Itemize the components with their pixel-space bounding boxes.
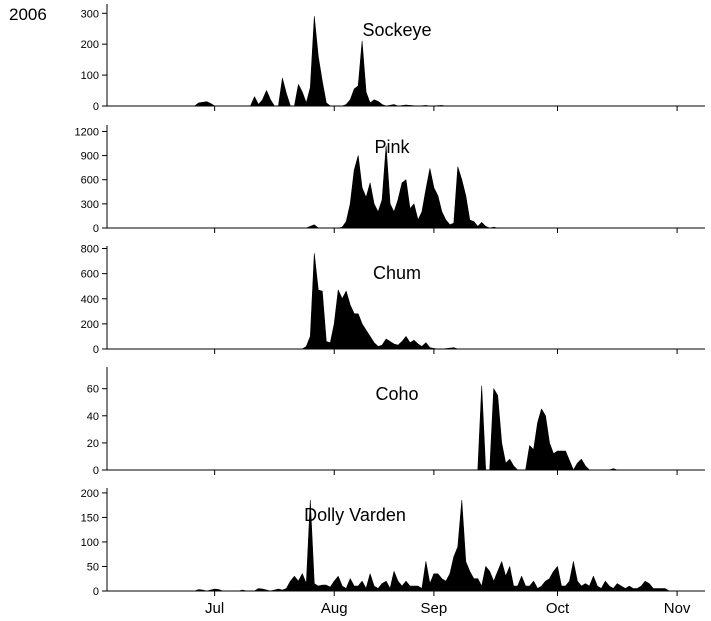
dolly-varden-panel-title: Dolly Varden	[304, 505, 406, 525]
dolly-varden-y-tick-label: 0	[93, 586, 99, 598]
dolly-varden-y-tick-label: 200	[81, 488, 99, 500]
year-label: 2006	[9, 5, 47, 24]
coho-area-series	[477, 385, 618, 471]
coho-y-tick-label: 0	[93, 465, 99, 477]
coho-y-tick-label: 40	[87, 411, 99, 423]
pink-y-tick-label: 1200	[75, 126, 99, 138]
pink-y-tick-label: 0	[93, 223, 99, 235]
month-label-jul: Jul	[205, 600, 224, 617]
chum-y-tick-label: 200	[81, 319, 99, 331]
sockeye-y-tick-label: 200	[81, 39, 99, 51]
sockeye-y-tick-label: 0	[93, 101, 99, 113]
month-label-sep: Sep	[421, 600, 448, 617]
month-label-oct: Oct	[546, 600, 570, 617]
pink-y-tick-label: 300	[81, 199, 99, 211]
chum-y-tick-label: 800	[81, 244, 99, 256]
chum-y-tick-label: 600	[81, 269, 99, 281]
sockeye-panel-title: Sockeye	[362, 20, 431, 40]
chum-panel-title: Chum	[373, 263, 421, 283]
month-label-nov: Nov	[664, 600, 691, 617]
dolly-varden-y-tick-label: 150	[81, 512, 99, 524]
coho-y-tick-label: 60	[87, 384, 99, 396]
coho-y-tick-label: 20	[87, 438, 99, 450]
dolly-varden-y-tick-label: 100	[81, 537, 99, 549]
sockeye-y-tick-label: 100	[81, 70, 99, 82]
sockeye-y-tick-label: 300	[81, 8, 99, 20]
pink-y-tick-label: 600	[81, 175, 99, 187]
chum-y-tick-label: 0	[93, 344, 99, 356]
pink-area-series	[306, 145, 498, 229]
pink-panel-title: Pink	[374, 137, 410, 157]
coho-panel-title: Coho	[375, 384, 418, 404]
chum-area-series	[302, 253, 459, 350]
chum-y-tick-label: 400	[81, 294, 99, 306]
pink-y-tick-label: 900	[81, 151, 99, 163]
month-label-aug: Aug	[321, 600, 348, 617]
dolly-varden-y-tick-label: 50	[87, 561, 99, 573]
sockeye-area-series	[194, 16, 459, 107]
dolly-varden-area-series	[186, 500, 682, 592]
